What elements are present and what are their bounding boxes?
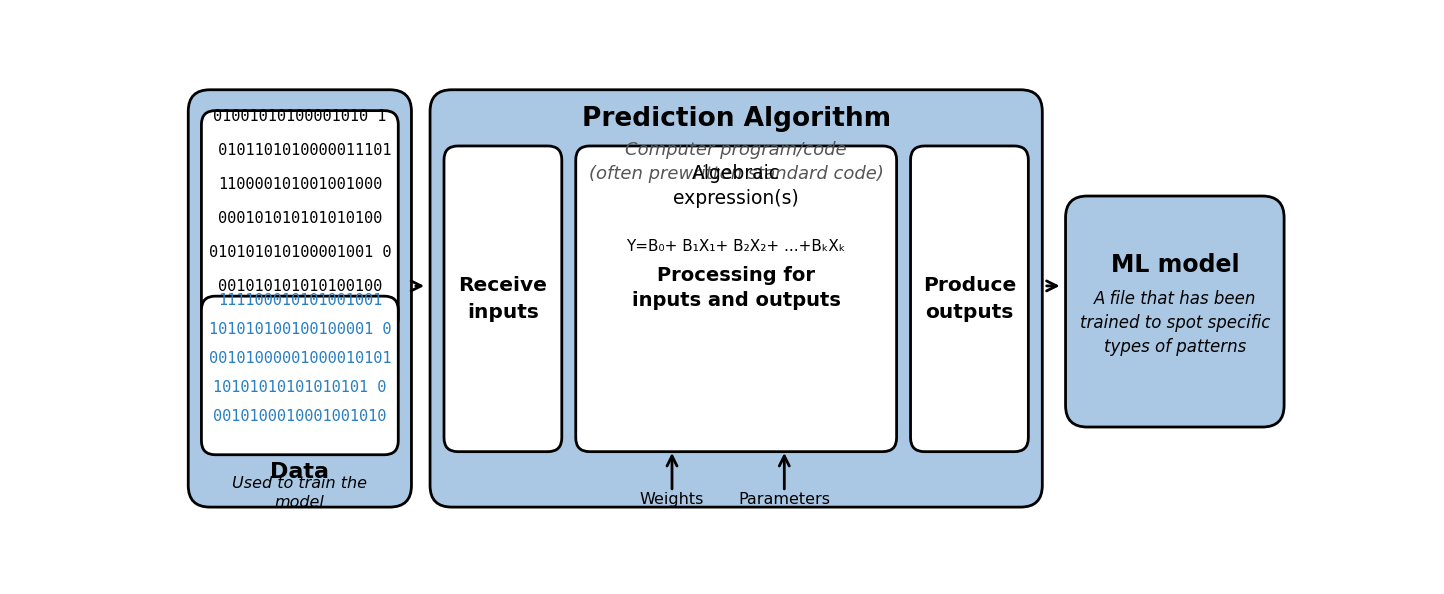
- FancyBboxPatch shape: [443, 146, 562, 451]
- Text: 010101010100001001 0: 010101010100001001 0: [208, 245, 391, 260]
- FancyBboxPatch shape: [911, 146, 1028, 451]
- Text: Parameters: Parameters: [738, 492, 830, 507]
- Text: 001010101010100100: 001010101010100100: [218, 279, 383, 293]
- Text: 00101000001000010101: 00101000001000010101: [208, 351, 391, 366]
- Text: Y=B₀+ B₁X₁+ B₂X₂+ ...+BₖXₖ: Y=B₀+ B₁X₁+ B₂X₂+ ...+BₖXₖ: [627, 239, 846, 254]
- Text: 0101101010000011101: 0101101010000011101: [208, 143, 391, 157]
- Text: Prediction Algorithm: Prediction Algorithm: [582, 106, 891, 132]
- Text: Produce
outputs: Produce outputs: [923, 276, 1017, 321]
- Text: 10101010101010101 0: 10101010101010101 0: [214, 380, 387, 395]
- FancyBboxPatch shape: [201, 296, 399, 455]
- Text: Computer program/code: Computer program/code: [625, 141, 848, 159]
- Text: Weights: Weights: [640, 492, 705, 507]
- FancyBboxPatch shape: [188, 90, 412, 507]
- Text: 000101010101010100: 000101010101010100: [218, 211, 383, 226]
- Text: ML model: ML model: [1110, 253, 1239, 277]
- Text: Algebraic
expression(s): Algebraic expression(s): [673, 164, 799, 208]
- Text: 01001010100001010 1: 01001010100001010 1: [214, 109, 387, 124]
- Text: (often prewritten standard code): (often prewritten standard code): [589, 166, 884, 184]
- FancyBboxPatch shape: [576, 146, 897, 451]
- Text: 0010100010001001010: 0010100010001001010: [214, 409, 387, 424]
- Text: A file that has been
trained to spot specific
types of patterns: A file that has been trained to spot spe…: [1080, 290, 1271, 356]
- FancyBboxPatch shape: [1066, 196, 1284, 427]
- Text: 111100010101001001: 111100010101001001: [218, 293, 383, 308]
- FancyBboxPatch shape: [201, 110, 399, 332]
- FancyBboxPatch shape: [430, 90, 1043, 507]
- Text: 101010100100100001 0: 101010100100100001 0: [208, 322, 391, 337]
- Text: 110000101001001000: 110000101001001000: [218, 176, 383, 192]
- Text: Processing for
inputs and outputs: Processing for inputs and outputs: [631, 267, 840, 311]
- Text: Data: Data: [270, 462, 329, 482]
- Text: Used to train the
model: Used to train the model: [232, 476, 367, 510]
- Text: Receive
inputs: Receive inputs: [458, 276, 547, 321]
